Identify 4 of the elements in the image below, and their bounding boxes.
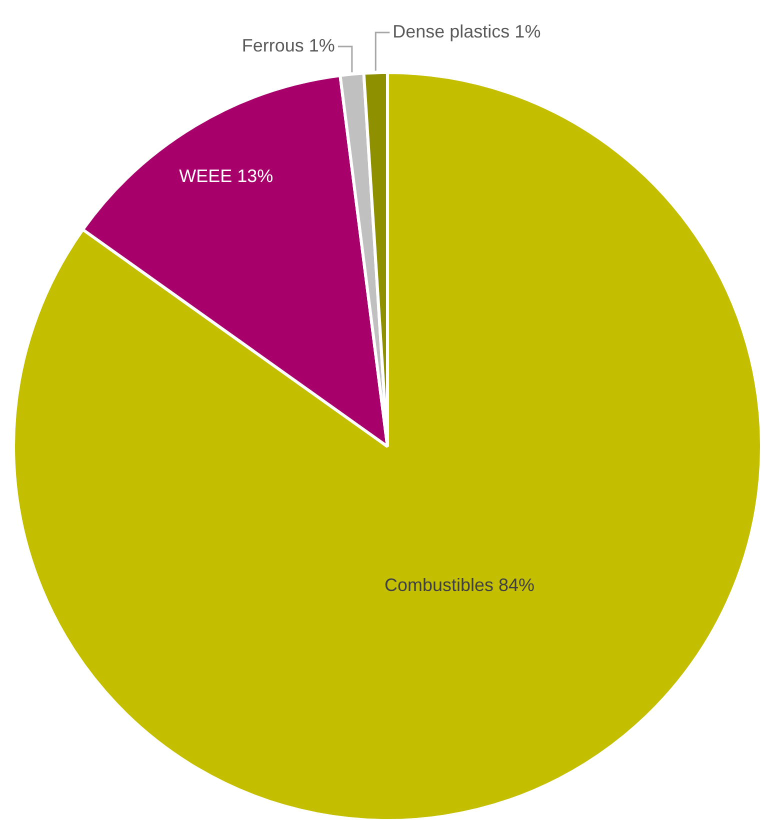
slice-label: Ferrous 1%	[242, 35, 335, 56]
slice-label: WEEE 13%	[179, 166, 274, 186]
slice-label: Dense plastics 1%	[392, 21, 541, 42]
slice-label: Combustibles 84%	[384, 575, 535, 596]
